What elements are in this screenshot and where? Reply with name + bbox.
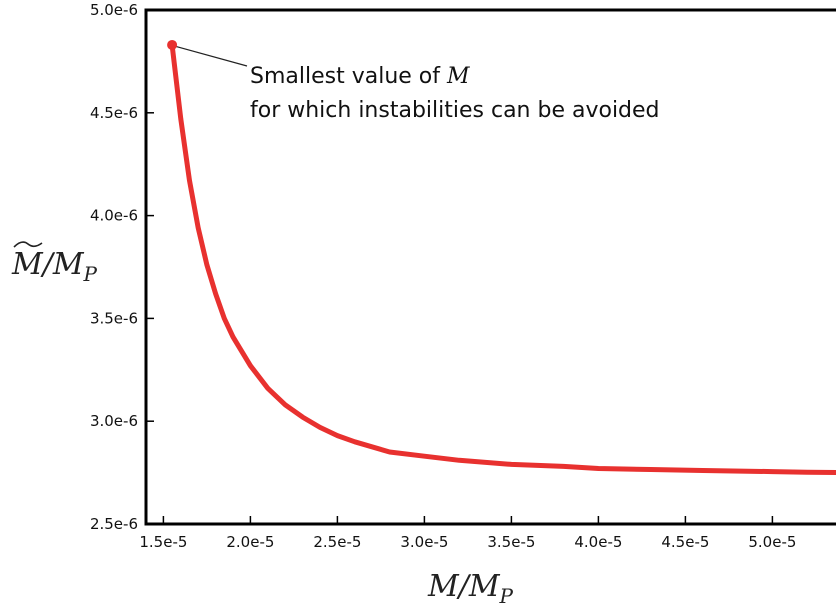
y-tick-label: 2.5e-6 xyxy=(90,515,138,533)
x-tick-label: 4.5e-5 xyxy=(661,533,709,551)
x-axis-title-main: M/M xyxy=(427,569,501,604)
x-tick-label: 2.0e-5 xyxy=(226,533,274,551)
x-axis-title: M/MP xyxy=(427,569,514,608)
annotation-line-1-text: Smallest value of xyxy=(250,64,447,89)
x-tick-label: 4.0e-5 xyxy=(574,533,622,551)
annotation-line-2: for which instabilities can be avoided xyxy=(250,98,660,123)
y-tick-label: 3.5e-6 xyxy=(90,309,138,327)
x-tick-label: 3.5e-5 xyxy=(487,533,535,551)
minimum-marker xyxy=(167,39,178,50)
annotation-leader-line xyxy=(173,45,248,67)
y-axis-title-sub: P xyxy=(83,262,98,286)
y-tick-label: 4.5e-6 xyxy=(90,104,138,122)
series-line xyxy=(169,42,836,476)
y-tick-label: 5.0e-6 xyxy=(90,1,138,19)
y-axis-title-main: M/M xyxy=(11,247,85,282)
x-axis-title-sub: P xyxy=(499,584,514,608)
annotation-variable: M xyxy=(446,64,470,89)
y-tick-label: 3.0e-6 xyxy=(90,412,138,430)
y-axis-title: M/MP xyxy=(11,247,98,286)
y-axis-title-tilde xyxy=(13,241,43,248)
x-tick-label: 5.0e-5 xyxy=(748,533,796,551)
y-ticks: 2.5e-6 3.0e-6 3.5e-6 4.0e-6 4.5e-6 5.0e-6 xyxy=(90,1,154,533)
annotation-line-1: Smallest value of M xyxy=(250,64,470,89)
plot-frame xyxy=(144,8,836,526)
x-tick-label: 1.5e-5 xyxy=(139,533,187,551)
x-tick-label: 2.5e-5 xyxy=(313,533,361,551)
x-tick-label: 3.0e-5 xyxy=(400,533,448,551)
y-tick-label: 4.0e-6 xyxy=(90,207,138,225)
x-ticks: 1.5e-5 2.0e-5 2.5e-5 3.0e-5 3.5e-5 4.0e-5 4.5e… xyxy=(139,516,796,551)
